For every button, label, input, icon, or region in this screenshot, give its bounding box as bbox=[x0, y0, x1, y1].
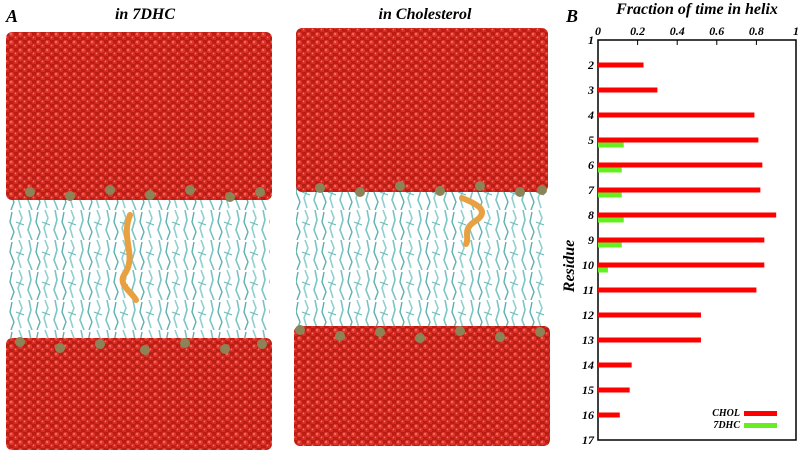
bar-chol bbox=[598, 187, 761, 193]
bar-7dhc bbox=[598, 192, 622, 198]
headgroup-layer-top bbox=[25, 185, 265, 202]
bar-chol bbox=[598, 137, 759, 143]
x-tick-label: 1 bbox=[793, 24, 799, 38]
x-axis: 0 0.2 0.4 0.6 0.8 1 bbox=[595, 24, 799, 45]
panel-a-left-title: in 7DHC bbox=[114, 6, 175, 23]
x-tick-label: 0.2 bbox=[630, 24, 645, 38]
peptide bbox=[459, 195, 485, 247]
bar-7dhc bbox=[598, 217, 624, 223]
y-tick-label: 16 bbox=[582, 408, 594, 422]
y-tick-label: 1 bbox=[588, 33, 594, 47]
lipid-region bbox=[8, 190, 270, 340]
x-tick-label: 0 bbox=[595, 24, 601, 38]
peptide bbox=[119, 212, 139, 303]
water-slab-top bbox=[6, 32, 272, 200]
bar-7dhc bbox=[598, 142, 624, 148]
bar-chol bbox=[598, 162, 763, 168]
bar-chol bbox=[598, 237, 765, 243]
y-tick-label: 17 bbox=[582, 433, 595, 447]
bar-chol bbox=[598, 87, 658, 93]
y-tick-label: 12 bbox=[582, 308, 594, 322]
bars bbox=[598, 62, 777, 418]
chart-title: Fraction of time in helix bbox=[615, 1, 778, 18]
y-tick-label: 9 bbox=[588, 233, 594, 247]
panel-a-right-title: in Cholesterol bbox=[378, 6, 472, 23]
bar-chol bbox=[598, 412, 620, 418]
y-tick-label: 15 bbox=[582, 383, 594, 397]
y-tick-label: 5 bbox=[588, 133, 594, 147]
bar-chol bbox=[598, 262, 765, 268]
simulation-snapshots bbox=[6, 28, 550, 450]
legend-label-chol: CHOL bbox=[712, 408, 740, 419]
legend-swatch-7dhc bbox=[744, 423, 777, 428]
bar-chol bbox=[598, 212, 777, 218]
bar-7dhc bbox=[598, 267, 608, 273]
y-tick-label: 3 bbox=[587, 83, 594, 97]
bar-chol bbox=[598, 112, 755, 118]
bar-7dhc bbox=[598, 167, 622, 173]
water-slab-bottom bbox=[294, 326, 550, 446]
bar-chol bbox=[598, 362, 632, 368]
headgroup-layer-top bbox=[315, 181, 547, 197]
bar-chol bbox=[598, 62, 644, 68]
headgroup-layer-bottom bbox=[295, 325, 545, 343]
snapshot-7dhc bbox=[6, 32, 272, 450]
y-tick-label: 6 bbox=[588, 158, 594, 172]
bar-7dhc bbox=[598, 242, 622, 248]
y-tick-label: 11 bbox=[583, 283, 594, 297]
bar-chol bbox=[598, 287, 757, 293]
y-tick-label: 14 bbox=[582, 358, 594, 372]
y-tick-label: 8 bbox=[588, 208, 594, 222]
lipid-region bbox=[296, 185, 546, 335]
bar-chol bbox=[598, 312, 701, 318]
legend-label-7dhc: 7DHC bbox=[713, 420, 740, 431]
snapshot-cholesterol bbox=[294, 28, 550, 446]
legend: CHOL 7DHC bbox=[712, 408, 777, 431]
y-tick-label: 10 bbox=[582, 258, 594, 272]
water-slab-bottom bbox=[6, 338, 272, 450]
y-tick-label: 13 bbox=[582, 333, 594, 347]
water-slab-top bbox=[296, 28, 548, 192]
x-tick-label: 0.6 bbox=[709, 24, 724, 38]
legend-swatch-chol bbox=[744, 411, 777, 416]
y-tick-label: 4 bbox=[587, 108, 594, 122]
y-tick-label: 2 bbox=[587, 58, 594, 72]
y-axis-label: Residue bbox=[561, 240, 578, 293]
y-tick-label: 7 bbox=[588, 183, 595, 197]
headgroup-layer-bottom bbox=[15, 337, 267, 355]
panel-b-letter: B bbox=[566, 6, 579, 26]
x-tick-label: 0.8 bbox=[749, 24, 764, 38]
bar-chol bbox=[598, 387, 630, 393]
panel-a-letter: A bbox=[6, 6, 19, 26]
x-tick-label: 0.4 bbox=[670, 24, 685, 38]
bar-chol bbox=[598, 337, 701, 343]
